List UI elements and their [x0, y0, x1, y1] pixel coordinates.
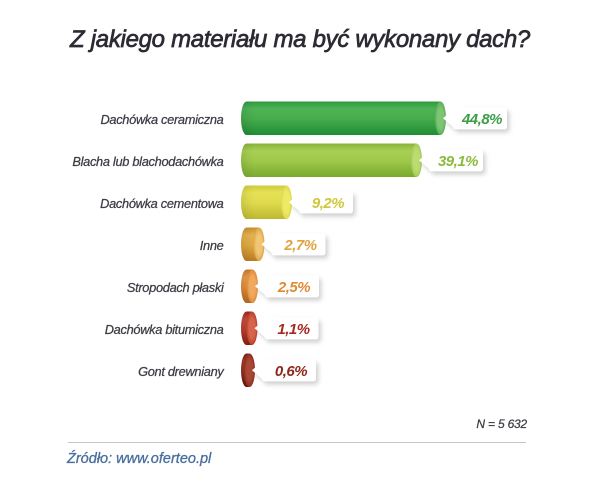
svg-text:Stropodach płaski: Stropodach płaski [127, 280, 225, 295]
svg-text:39,1%: 39,1% [438, 153, 478, 170]
svg-text:0,6%: 0,6% [275, 363, 307, 380]
svg-text:Dachówka cementowa: Dachówka cementowa [100, 196, 224, 211]
svg-text:Inne: Inne [200, 238, 224, 253]
svg-text:Źródło: www.oferteo.pl: Źródło: www.oferteo.pl [66, 450, 212, 467]
svg-text:2,7%: 2,7% [283, 237, 316, 254]
svg-text:Dachówka bitumiczna: Dachówka bitumiczna [105, 322, 224, 337]
svg-text:Dachówka ceramiczna: Dachówka ceramiczna [100, 112, 223, 127]
svg-text:N = 5 632: N = 5 632 [476, 417, 527, 431]
svg-text:9,2%: 9,2% [312, 195, 344, 212]
svg-text:44,8%: 44,8% [461, 111, 502, 128]
svg-text:2,5%: 2,5% [277, 279, 310, 296]
svg-text:Blacha lub blachodachówka: Blacha lub blachodachówka [72, 154, 223, 169]
svg-text:Gont drewniany: Gont drewniany [138, 364, 225, 379]
svg-text:Z jakiego materiału ma być wyk: Z jakiego materiału ma być wykonany dach… [69, 26, 531, 53]
svg-text:1,1%: 1,1% [277, 321, 309, 338]
